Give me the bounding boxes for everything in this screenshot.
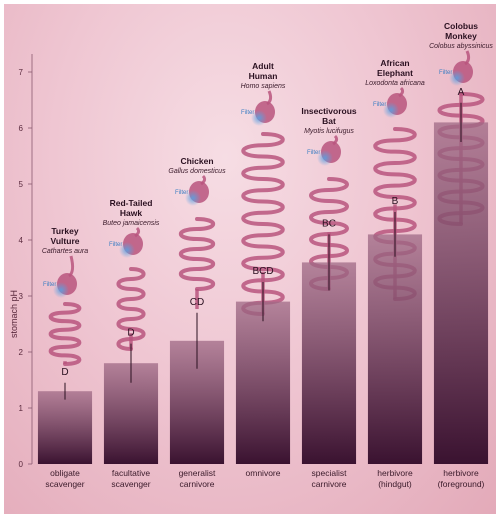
y-tick-label-5: 5 xyxy=(19,180,24,189)
esophagus-0 xyxy=(68,255,75,278)
filter-marker-3 xyxy=(251,110,267,126)
y-tick-label-3: 3 xyxy=(19,292,24,301)
intestine-0 xyxy=(48,302,82,366)
animal-name-0-1: Vulture xyxy=(51,236,80,246)
bar-6 xyxy=(433,122,489,465)
intestine-3 xyxy=(241,132,285,316)
animal-scientific-2: Gallus domesticus xyxy=(168,168,226,175)
esophagus-2 xyxy=(200,174,207,186)
y-tick-label-4: 4 xyxy=(19,236,24,245)
group-letter-5: B xyxy=(392,196,399,207)
filter-label-0: Filter xyxy=(43,282,56,288)
category-label-5-0: herbivore xyxy=(377,468,413,478)
group-letter-6: A xyxy=(458,87,465,98)
category-label-1-0: facultative xyxy=(112,468,151,478)
category-label-6-0: herbivore xyxy=(443,468,479,478)
group-letter-0: D xyxy=(61,367,68,378)
filter-marker-1 xyxy=(119,242,135,258)
animal-name-5-0: African xyxy=(380,58,409,68)
bar-0 xyxy=(37,391,93,464)
filter-marker-6 xyxy=(449,70,465,86)
animal-scientific-5: Loxodonta africana xyxy=(365,80,425,87)
esophagus-3 xyxy=(266,90,273,106)
esophagus-5 xyxy=(398,86,405,98)
chart-frame: 0 1 2 3 4 5 6 7 stomach pH Filter Turkey Vulture Cat… xyxy=(4,4,496,514)
category-label-2-1: carnivore xyxy=(180,479,215,489)
category-label-5-1: (hindgut) xyxy=(378,479,412,489)
group-letter-1: D xyxy=(127,328,134,339)
bar-3 xyxy=(235,301,291,464)
group-letter-3: BCD xyxy=(252,266,273,277)
filter-marker-5 xyxy=(383,102,399,118)
y-tick-label-7: 7 xyxy=(19,68,24,77)
category-label-0-0: obligate xyxy=(50,468,80,478)
esophagus-4 xyxy=(332,134,339,146)
category-label-6-1: (foreground) xyxy=(438,479,485,489)
category-label-2-0: generalist xyxy=(179,468,216,478)
animal-name-0-0: Turkey xyxy=(51,226,79,236)
group-letter-2: CD xyxy=(190,297,204,308)
filter-marker-4 xyxy=(317,150,333,166)
animal-name-3-0: Adult xyxy=(252,61,274,71)
category-label-1-1: scavenger xyxy=(111,479,150,489)
filter-label-2: Filter xyxy=(175,190,188,196)
y-axis-title: stomach pH xyxy=(9,290,19,338)
bar-5 xyxy=(367,234,423,464)
animal-name-4-1: Bat xyxy=(322,116,336,126)
animal-scientific-0: Cathartes aura xyxy=(42,248,88,255)
animal-scientific-4: Myotis lucifugus xyxy=(304,128,354,135)
filter-label-1: Filter xyxy=(109,242,122,248)
category-label-4-0: specialist xyxy=(312,468,348,478)
category-label-4-1: carnivore xyxy=(312,479,347,489)
animal-scientific-1: Buteo jamaicensis xyxy=(103,220,160,227)
animal-name-1-1: Hawk xyxy=(120,208,142,218)
y-tick-label-6: 6 xyxy=(19,124,24,133)
animal-name-5-1: Elephant xyxy=(377,68,413,78)
category-label-3-0: omnivore xyxy=(246,468,281,478)
filter-marker-0 xyxy=(53,282,69,298)
intestine-1 xyxy=(116,267,146,351)
animal-name-3-1: Human xyxy=(249,71,278,81)
filter-label-4: Filter xyxy=(307,150,320,156)
animal-scientific-6: Colobus abyssinicus xyxy=(429,43,493,50)
animal-name-6-1: Monkey xyxy=(445,31,477,41)
category-label-0-1: scavenger xyxy=(45,479,84,489)
animal-scientific-3: Homo sapiens xyxy=(241,83,286,90)
animal-name-4-0: Insectivorous xyxy=(301,106,357,116)
group-letter-4: BC xyxy=(322,218,336,229)
filter-marker-2 xyxy=(185,190,201,206)
esophagus-6 xyxy=(464,50,471,66)
esophagus-1 xyxy=(134,226,141,238)
y-tick-label-1: 1 xyxy=(19,404,24,413)
filter-label-6: Filter xyxy=(439,70,452,76)
filter-label-3: Filter xyxy=(241,110,254,116)
bar-4 xyxy=(301,262,357,464)
y-tick-label-2: 2 xyxy=(19,348,24,357)
animal-name-1-0: Red-Tailed xyxy=(110,198,153,208)
animal-name-6-0: Colobus xyxy=(444,21,478,31)
filter-label-5: Filter xyxy=(373,102,386,108)
intestine-2 xyxy=(178,217,216,291)
animal-name-2-0: Chicken xyxy=(180,156,213,166)
y-tick-label-0: 0 xyxy=(19,460,24,469)
